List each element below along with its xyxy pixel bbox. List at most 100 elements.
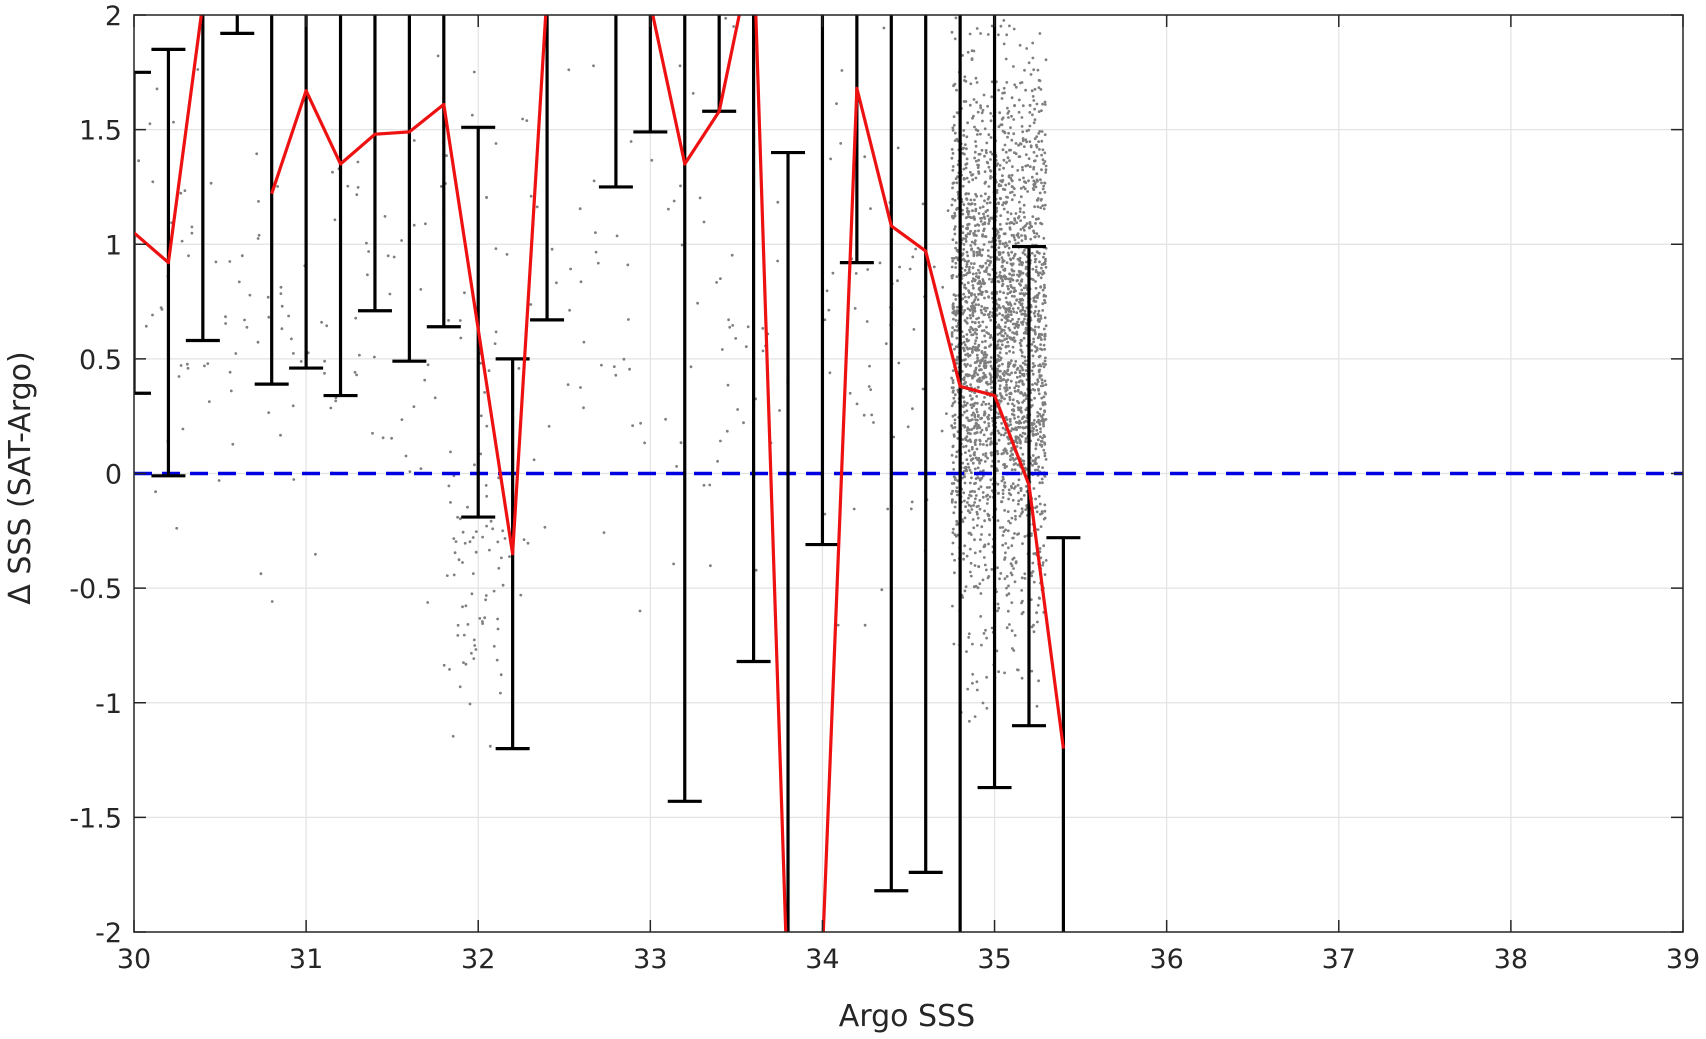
scatter-point-2009 <box>1023 215 1026 219</box>
scatter-point-2594 <box>358 353 361 357</box>
scatter-point-2879 <box>472 638 476 642</box>
scatter-point-2928 <box>854 272 858 275</box>
scatter-point-1047 <box>1022 211 1026 214</box>
scatter-point-925 <box>983 420 987 424</box>
scatter-point-1895 <box>1027 61 1031 65</box>
scatter-point-1352 <box>1002 201 1006 205</box>
scatter-point-2497 <box>950 500 954 504</box>
scatter-point-523 <box>963 295 967 299</box>
scatter-point-2819 <box>248 293 252 297</box>
scatter-point-1885 <box>1028 111 1032 114</box>
scatter-point-1502 <box>961 237 965 240</box>
scatter-point-690 <box>952 435 956 438</box>
scatter-point-654 <box>950 424 953 428</box>
scatter-point-2385 <box>984 149 988 152</box>
scatter-point-895 <box>952 461 955 464</box>
scatter-point-1461 <box>988 169 992 172</box>
scatter-point-2123 <box>968 103 972 107</box>
scatter-point-1905 <box>1009 148 1012 152</box>
scatter-point-1337 <box>1019 441 1022 445</box>
scatter-point-431 <box>974 176 978 180</box>
scatter-point-2019 <box>1036 468 1040 472</box>
scatter-point-2180 <box>1035 198 1039 202</box>
scatter-point-118 <box>961 184 965 188</box>
scatter-point-100 <box>1014 212 1018 215</box>
scatter-point-611 <box>1038 412 1041 416</box>
scatter-point-2056 <box>985 675 988 679</box>
scatter-point-1920 <box>1022 421 1026 424</box>
scatter-point-2576 <box>1018 259 1022 263</box>
scatter-point-2411 <box>976 282 980 285</box>
scatter-point-2733 <box>400 418 404 421</box>
scatter-point-2203 <box>969 203 972 206</box>
scatter-point-294 <box>998 526 1002 529</box>
scatter-point-2350 <box>974 584 978 588</box>
scatter-point-1560 <box>953 232 957 236</box>
scatter-point-2299 <box>988 382 992 386</box>
scatter-point-1090 <box>966 416 969 420</box>
scatter-point-2534 <box>1006 363 1010 366</box>
scatter-point-2020 <box>1001 174 1004 178</box>
scatter-point-2366 <box>1038 547 1042 550</box>
scatter-point-1980 <box>966 363 969 366</box>
scatter-point-2786 <box>137 159 141 163</box>
scatter-point-547 <box>1039 314 1043 318</box>
scatter-point-2389 <box>968 547 972 551</box>
scatter-point-2890 <box>464 604 468 608</box>
scatter-point-1537 <box>1043 301 1047 304</box>
scatter-point-393 <box>1015 445 1019 448</box>
scatter-point-2483 <box>970 57 974 60</box>
scatter-point-2638 <box>447 319 450 322</box>
scatter-point-964 <box>1020 435 1024 438</box>
scatter-point-1266 <box>971 320 974 324</box>
scatter-point-2355 <box>997 399 1001 402</box>
scatter-point-1999 <box>997 606 1001 610</box>
scatter-point-2563 <box>1009 423 1012 426</box>
scatter-point-2153 <box>966 462 970 466</box>
scatter-point-1657 <box>971 312 975 315</box>
scatter-point-2116 <box>966 687 970 691</box>
scatter-point-1866 <box>950 276 954 280</box>
scatter-point-1020 <box>1031 187 1035 190</box>
scatter-point-2226 <box>982 229 985 233</box>
scatter-point-2398 <box>985 160 989 164</box>
scatter-point-996 <box>1030 89 1034 93</box>
scatter-point-1383 <box>998 223 1002 226</box>
scatter-point-2872 <box>458 517 462 521</box>
scatter-point-2292 <box>1011 318 1014 321</box>
scatter-point-14 <box>961 212 965 216</box>
scatter-point-2288 <box>1013 509 1017 513</box>
scatter-point-2787 <box>736 408 739 411</box>
scatter-point-2300 <box>953 82 957 86</box>
scatter-point-2278 <box>1039 317 1043 320</box>
scatter-point-1969 <box>1010 114 1013 118</box>
scatter-point-1941 <box>1044 168 1048 172</box>
scatter-point-2443 <box>1003 485 1007 488</box>
scatter-point-752 <box>998 111 1002 115</box>
y-tick-label-1: -1.5 <box>69 803 122 834</box>
scatter-point-2776 <box>566 383 570 386</box>
scatter-point-498 <box>951 186 954 190</box>
scatter-point-1831 <box>982 371 985 375</box>
scatter-point-1926 <box>980 329 984 333</box>
scatter-point-2721 <box>148 122 152 126</box>
scatter-point-2024 <box>1032 68 1036 72</box>
scatter-point-451 <box>989 364 993 368</box>
scatter-point-1413 <box>1044 356 1047 360</box>
scatter-point-389 <box>1039 178 1042 182</box>
scatter-point-1648 <box>1018 207 1022 211</box>
scatter-point-788 <box>984 339 987 343</box>
scatter-point-2747 <box>689 365 693 369</box>
scatter-point-1049 <box>964 358 967 361</box>
scatter-point-1761 <box>1043 181 1046 185</box>
scatter-point-2652 <box>754 568 758 572</box>
scatter-point-139 <box>1006 284 1009 288</box>
scatter-point-793 <box>953 199 957 202</box>
scatter-point-2557 <box>975 234 978 238</box>
scatter-point-1210 <box>987 422 991 425</box>
scatter-point-1902 <box>983 182 987 185</box>
scatter-point-1013 <box>1011 647 1014 650</box>
scatter-point-2860 <box>453 551 457 555</box>
scatter-point-1652 <box>951 414 955 418</box>
scatter-point-889 <box>961 476 964 480</box>
